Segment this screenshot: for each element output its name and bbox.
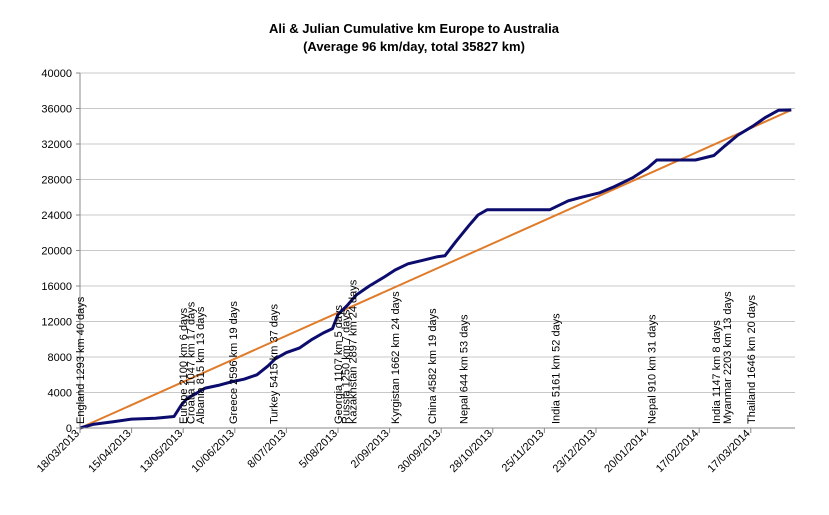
y-tick-label: 16000 (41, 281, 72, 293)
country-annotation: India 1147 km 8 days (711, 320, 723, 424)
series-layer (79, 108, 792, 430)
country-annotation: Croatia 1047 km 17 days (186, 301, 198, 424)
country-annotation: Nepal 910 km 31 days (646, 314, 658, 424)
country-annotation: Myanmar 2203 km 13 days (722, 291, 734, 424)
x-tick-label: 30/09/2013 (396, 428, 443, 475)
country-annotation: Greece 2596 km 19 days (228, 301, 240, 424)
x-tick-label: 20/01/2014 (602, 428, 649, 475)
x-tick-label: 2/09/2013 (349, 428, 392, 471)
country-annotation: England 1293 km 40 days (75, 296, 87, 424)
x-tick-label: 17/02/2014 (654, 428, 701, 475)
country-annotation: China 4582 km 19 days (427, 308, 439, 424)
y-axis: 0 4000 8000 12000 16000 20000 24000 28000 32000 3… (41, 68, 81, 435)
x-tick-label: 10/06/2013 (189, 428, 236, 475)
x-axis: 18/03/2013 15/04/2013 13/05/2013 10/06/2013… (35, 427, 795, 475)
x-tick-label: 5/08/2013 (297, 428, 340, 471)
country-annotation: India 5161 km 52 days (550, 313, 562, 424)
y-tick-label: 24000 (41, 210, 72, 222)
country-annotation: Europe 2100 km 6 days (178, 307, 190, 424)
x-tick-label: 25/11/2013 (500, 428, 547, 475)
country-annotation: Kazakhstan 2897 km 24 days (348, 279, 360, 424)
y-tick-label: 32000 (41, 139, 72, 151)
y-tick-label: 20000 (41, 246, 72, 258)
country-annotation: Thailand 1646 km 20 days (746, 294, 758, 424)
y-tick-label: 36000 (41, 104, 72, 116)
x-tick-label: 8/07/2013 (245, 428, 288, 471)
y-tick-label: 12000 (41, 317, 72, 329)
x-tick-label: 15/04/2013 (86, 428, 133, 475)
x-tick-label: 28/10/2013 (447, 428, 494, 475)
y-tick-label: 4000 (48, 388, 72, 400)
x-tick-label: 23/12/2013 (551, 428, 598, 475)
country-annotation: Nepal 644 km 53 days (458, 314, 470, 424)
annotation-layer: England 1293 km 40 days Europe 2100 km 6 … (75, 279, 758, 424)
y-tick-label: 28000 (41, 175, 72, 187)
x-tick-label: 17/03/2014 (705, 428, 752, 475)
country-annotation: Albania 815 km 13 days (195, 306, 207, 424)
x-tick-label: 18/03/2013 (35, 428, 82, 475)
country-annotation: Kyrgistan 1662 km 24 days (390, 291, 402, 424)
cumulative-km-line (79, 108, 792, 430)
chart-subtitle: (Average 96 km/day, total 35827 km) (303, 39, 525, 54)
chart-title: Ali & Julian Cumulative km Europe to Aus… (269, 21, 560, 36)
y-tick-label: 8000 (48, 352, 72, 364)
country-annotation: Turkey 5415 km 37 days (268, 303, 280, 424)
country-annotation: Georgia 1107 km 5 days (333, 304, 345, 424)
y-tick-label: 0 (66, 423, 72, 435)
country-annotation: Russia 1250 km 7 days (340, 309, 352, 424)
average-trend-line (79, 109, 792, 429)
x-tick-label: 13/05/2013 (138, 428, 185, 475)
y-tick-label: 40000 (41, 68, 72, 80)
